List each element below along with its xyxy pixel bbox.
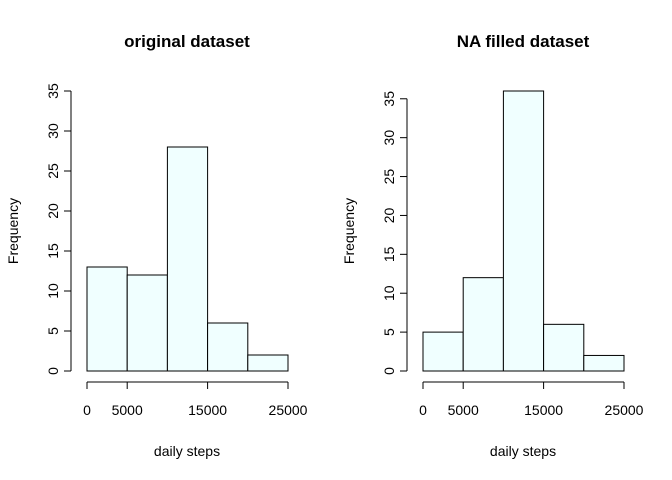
y-tick-label: 25 [45, 163, 61, 179]
y-tick-label: 10 [45, 283, 61, 299]
y-tick-label: 20 [381, 207, 397, 223]
y-tick-label: 15 [45, 243, 61, 259]
histogram-na-filled: NA filled dataset Frequency daily steps … [341, 32, 644, 459]
histogram-bar [543, 323, 585, 372]
chart-title: original dataset [124, 32, 250, 51]
histogram-bar [422, 331, 464, 372]
histogram-bar [502, 90, 545, 372]
x-tick-label: 15000 [524, 402, 563, 418]
y-axis-label: Frequency [5, 198, 21, 264]
y-tick-label: 0 [45, 367, 61, 375]
x-tick-label: 15000 [188, 402, 227, 418]
histogram-bar [462, 277, 504, 372]
y-tick-label: 20 [45, 203, 61, 219]
x-tick-label: 25000 [605, 402, 644, 418]
x-tick-label: 0 [83, 402, 91, 418]
y-tick-label: 5 [45, 327, 61, 335]
y-tick-label: 35 [45, 83, 61, 99]
y-tick-label: 30 [45, 123, 61, 139]
histogram-bar [247, 354, 289, 372]
histogram-bar [207, 322, 249, 372]
y-tick-label: 5 [381, 328, 397, 336]
x-tick-label: 25000 [269, 402, 308, 418]
y-tick-label: 25 [381, 169, 397, 185]
histogram-original: original dataset Frequency daily steps 0… [5, 32, 308, 459]
y-tick-label: 0 [381, 367, 397, 375]
x-axis-label: daily steps [490, 443, 556, 459]
y-axis-label: Frequency [341, 198, 357, 264]
histogram-bar [166, 146, 209, 372]
x-tick-label: 0 [419, 402, 427, 418]
y-tick-label: 35 [381, 91, 397, 107]
histogram-bar [583, 354, 625, 372]
x-tick-label: 5000 [112, 402, 143, 418]
histogram-bar [86, 266, 128, 372]
x-tick-label: 5000 [448, 402, 479, 418]
y-tick-label: 10 [381, 285, 397, 301]
histogram-bar [126, 274, 168, 372]
chart-title: NA filled dataset [457, 32, 590, 51]
x-axis-label: daily steps [154, 443, 220, 459]
y-tick-label: 15 [381, 246, 397, 262]
y-tick-label: 30 [381, 130, 397, 146]
